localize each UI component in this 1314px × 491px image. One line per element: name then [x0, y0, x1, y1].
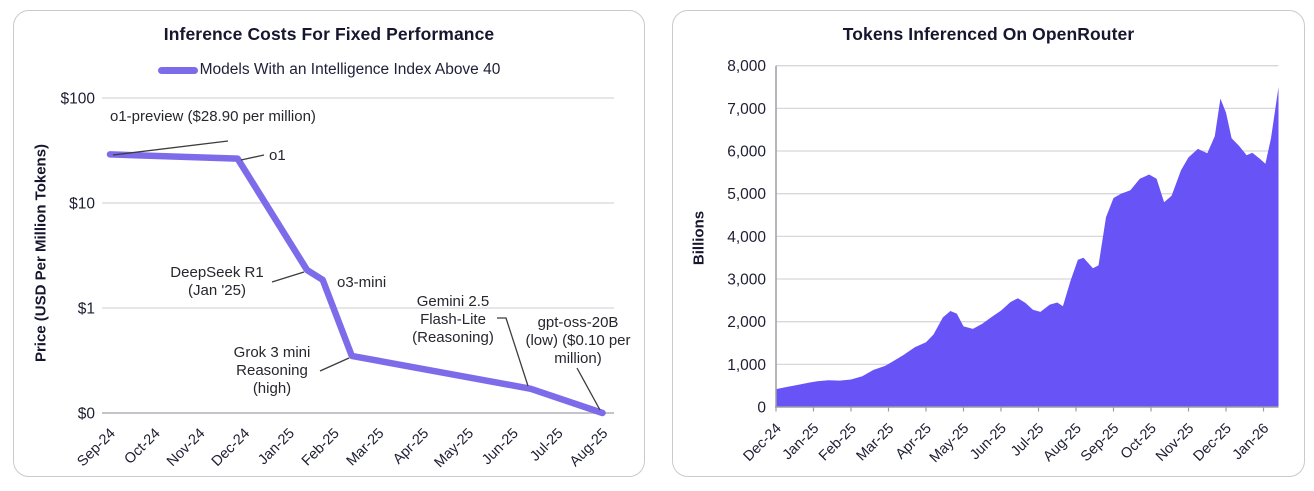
- openrouter-tokens-title: Tokens Inferenced On OpenRouter: [842, 24, 1135, 44]
- y-tick-label: 0: [757, 400, 766, 417]
- inference-costs-title: Inference Costs For Fixed Performance: [163, 24, 495, 44]
- tokens-area-series: [776, 87, 1279, 407]
- annotation-leader-line: [271, 271, 305, 283]
- inference-costs-card: [13, 10, 645, 477]
- y-tick-label: 4,000: [727, 229, 766, 246]
- x-tick-label: Jun-25: [967, 421, 1010, 464]
- inference-costs-plot: $100 $10 $1 $0 Sep-24 Oct-24 Nov-24 Dec-24 Jan-2…: [61, 91, 631, 472]
- x-tick-label: Feb-25: [299, 426, 343, 470]
- x-tick-label: Nov-25: [1153, 421, 1197, 465]
- annotation-leader-line: [576, 367, 601, 411]
- price-axis-title: Price (USD Per Million Tokens): [32, 143, 50, 363]
- y-tick-label: 5,000: [727, 186, 766, 203]
- annotation-leader-line: [319, 357, 350, 372]
- x-tick-label: Mar-25: [344, 426, 388, 470]
- model-annotation: o1: [269, 147, 286, 164]
- model-annotation: DeepSeek R1 (Jan '25): [170, 264, 263, 299]
- y-tick-label: 8,000: [727, 58, 766, 75]
- x-tick-label: Mar-25: [854, 421, 898, 465]
- x-tick-label: Jul-25: [527, 426, 566, 465]
- x-tick-label: Dec-24: [209, 426, 253, 470]
- y-tick-label: 2,000: [727, 314, 766, 331]
- model-annotation: o3-mini: [337, 274, 386, 291]
- model-annotation: Grok 3 mini Reasoning (high): [234, 344, 311, 397]
- x-tick-label: Dec-24: [740, 421, 784, 465]
- x-tick-label: May-25: [927, 421, 973, 467]
- x-tick-label: Jun-25: [479, 426, 522, 469]
- openrouter-tokens-plot: 0 1,000 2,000 3,000 4,000 5,000 6,000 7,000 8,00…: [727, 58, 1279, 467]
- x-tick-label: Jan-25: [255, 426, 298, 469]
- y-tick-label: $0: [78, 406, 96, 423]
- y-tick-label: 1,000: [727, 357, 766, 374]
- x-tick-label: Nov-24: [164, 426, 208, 470]
- billions-axis-title: Billions: [690, 210, 708, 266]
- x-tick-label: Jan-26: [1230, 421, 1273, 464]
- legend-line-swatch: [157, 66, 198, 74]
- x-tick-label: Sep-25: [1078, 421, 1122, 465]
- y-tick-label: 3,000: [727, 272, 766, 289]
- y-tick-label: $1: [78, 301, 95, 318]
- annotation-leader-line: [112, 140, 229, 156]
- cost-line-series: [106, 151, 606, 417]
- y-tick-label: $100: [61, 91, 96, 108]
- x-tick-label: Aug-25: [567, 426, 611, 470]
- x-tick-label: Dec-25: [1190, 421, 1234, 465]
- annotation-leader-line: [497, 317, 529, 387]
- x-tick-label: May-25: [431, 426, 477, 472]
- x-tick-label: Oct-24: [122, 426, 164, 468]
- y-tick-label: $10: [69, 196, 95, 213]
- x-tick-label: Feb-25: [816, 421, 860, 465]
- x-tick-label: Sep-24: [74, 426, 118, 470]
- x-tick-label: Aug-25: [1040, 421, 1084, 465]
- model-annotation: o1-preview ($28.90 per million): [110, 108, 316, 125]
- x-tick-label: Jan-25: [780, 421, 823, 464]
- x-tick-label: Apr-25: [390, 426, 432, 468]
- x-tick-label: Oct-25: [1118, 421, 1160, 463]
- model-annotation: Gemini 2.5 Flash-Lite (Reasoning): [412, 293, 494, 346]
- y-tick-label: 6,000: [727, 144, 766, 161]
- inference-costs-legend: Models With an Intelligence Index Above …: [13, 61, 645, 79]
- annotation-leader-line: [240, 154, 265, 161]
- legend-label: Models With an Intelligence Index Above …: [199, 61, 501, 78]
- y-tick-label: 7,000: [727, 101, 766, 118]
- model-annotation: gpt-oss-20B (low) ($0.10 per million): [525, 314, 630, 367]
